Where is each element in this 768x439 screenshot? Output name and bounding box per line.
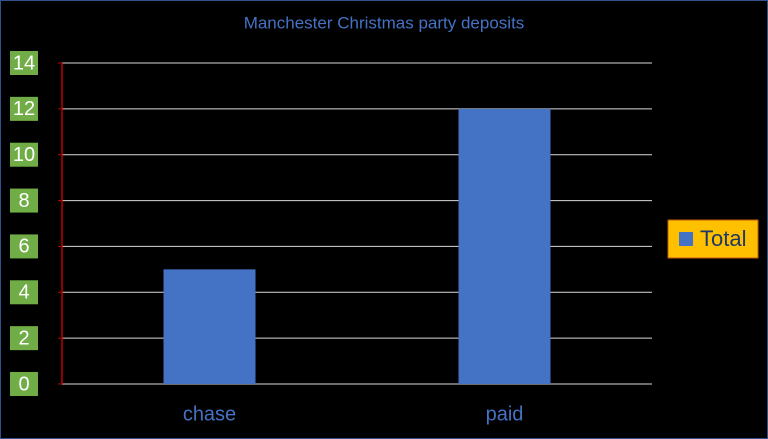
x-tick-label: chase [183, 403, 236, 425]
y-tick-box [10, 280, 38, 305]
chart-title: Manchester Christmas party deposits [244, 13, 525, 32]
legend-box [667, 219, 759, 259]
legend-swatch [679, 232, 693, 246]
y-tick-box [10, 96, 38, 121]
y-tick-box [10, 234, 38, 259]
legend-label: Total [700, 226, 746, 251]
y-tick-label: 0 [18, 373, 29, 395]
y-tick-box [10, 188, 38, 213]
x-tick-label: paid [486, 403, 524, 425]
y-tick-label: 2 [18, 327, 29, 349]
y-tick-label: 12 [13, 98, 35, 120]
bar [458, 108, 551, 384]
y-tick-box [10, 51, 38, 75]
y-tick-label: 4 [18, 282, 29, 304]
y-tick-label: 6 [18, 236, 29, 258]
y-tick-box [10, 372, 38, 396]
y-tick-box [10, 326, 38, 351]
y-tick-label: 14 [13, 52, 35, 74]
y-tick-box [10, 142, 38, 167]
y-tick-label: 8 [18, 190, 29, 212]
y-tick-label: 10 [13, 144, 35, 166]
bar [163, 269, 256, 384]
